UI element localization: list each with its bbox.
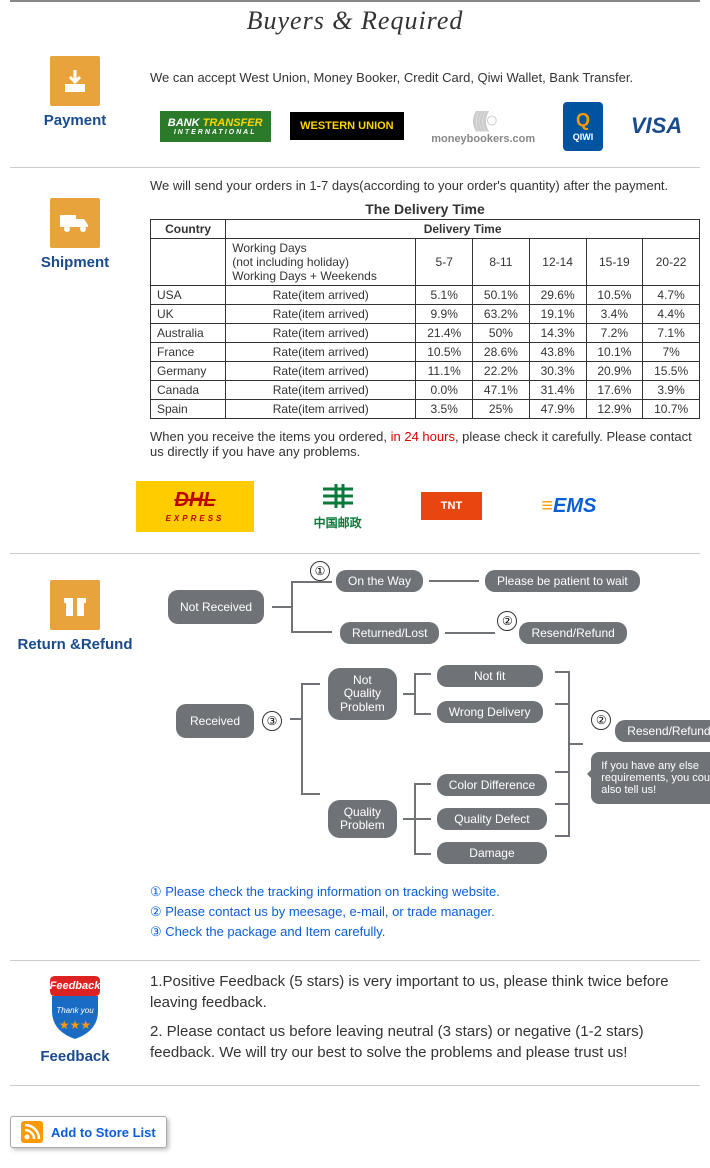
node-quality-defect: Quality Defect [437,808,547,830]
th-country: Country [151,220,226,239]
table-row: CanadaRate(item arrived)0.0%47.1%31.4%17… [151,381,700,400]
connector [429,576,479,586]
feedback-line2: 2. Please contact us before leaving neut… [150,1021,700,1063]
payment-label: Payment [10,112,140,129]
payment-section: Payment We can accept West Union, Money … [10,46,700,167]
shipment-section: Shipment We will send your orders in 1-7… [10,167,700,553]
refund-section: Return &Refund Not Received ① On the Way… [10,553,700,960]
qiwi-logo: QQIWI [563,102,604,151]
table-row: FranceRate(item arrived)10.5%28.6%43.8%1… [151,343,700,362]
node-returned-lost: Returned/Lost [340,622,439,644]
node-received: Received [176,704,254,738]
payment-logo-row: BANK TRANSFERINTERNATIONAL WESTERN UNION… [150,101,700,151]
payment-text: We can accept West Union, Money Booker, … [150,70,700,85]
shipment-intro: We will send your orders in 1-7 days(acc… [150,178,700,193]
node-on-the-way: On the Way [336,570,423,592]
node-wrong-delivery: Wrong Delivery [437,701,543,723]
western-union-logo: WESTERN UNION [290,112,404,140]
shipment-note: When you receive the items you ordered, … [150,429,700,459]
shipment-icon [50,198,100,248]
add-to-store-list-button[interactable]: Add to Store List [10,1116,167,1148]
feedback-section: Feedback Thank you ★★★ Feedback 1.Positi… [10,960,700,1075]
visa-logo: VISA [623,107,690,145]
delivery-table: Country Delivery Time Working Days(not i… [150,219,700,419]
connector [290,664,320,854]
node-not-fit: Not fit [437,665,543,687]
circled-3: ③ [262,711,282,731]
connector [272,572,332,642]
node-patient: Please be patient to wait [485,570,640,592]
bank-transfer-logo: BANK TRANSFERINTERNATIONAL [160,111,271,142]
page-title: Buyers & Required [10,6,700,36]
node-damage: Damage [437,842,547,864]
circled-2b: ② [591,710,611,730]
refund-label: Return &Refund [10,636,140,653]
tnt-logo: TNT [421,492,482,520]
delivery-table-title: The Delivery Time [150,201,700,217]
connector [403,774,431,864]
legend-item: ③ Check the package and Item carefully. [150,924,710,940]
refund-icon [50,580,100,630]
ems-logo: ≡EMS [533,489,604,524]
rss-icon [21,1121,43,1143]
svg-text:★★★: ★★★ [59,1018,91,1032]
feedback-line1: 1.Positive Feedback (5 stars) is very im… [150,971,700,1013]
speech-bubble: If you have any else requirements, you c… [591,752,710,804]
node-resend-refund-discount: Resend/Refund/Discount [615,720,710,742]
legend-item: ② Please contact us by meesage, e-mail, … [150,904,710,920]
node-quality-problem: Quality Problem [328,800,397,838]
moneybookers-logo: ((((○moneybookers.com [423,101,543,151]
node-color-diff: Color Difference [437,774,547,796]
node-not-received: Not Received [168,590,264,624]
add-to-store-list-label: Add to Store List [51,1125,156,1140]
table-row: AustraliaRate(item arrived)21.4%50%14.3%… [151,324,700,343]
circled-1: ① [310,561,330,581]
payment-icon [50,56,100,106]
circled-2: ② [497,611,517,631]
feedback-badge: Feedback Thank you ★★★ [40,971,110,1044]
svg-text:Feedback: Feedback [50,980,102,992]
connector [555,664,583,854]
table-row: SpainRate(item arrived)3.5%25%47.9%12.9%… [151,400,700,419]
node-not-quality-problem: Not Quality Problem [328,668,397,720]
node-resend-refund: Resend/Refund [519,622,626,644]
feedback-label: Feedback [10,1048,140,1065]
connector [403,664,431,724]
carrier-logo-row: DHLEXPRESS 中国邮政 TNT ≡EMS [110,475,630,537]
legend-item: ① Please check the tracking information … [150,884,710,900]
shipment-label: Shipment [10,254,140,271]
table-row: USARate(item arrived)5.1%50.1%29.6%10.5%… [151,286,700,305]
table-row: UKRate(item arrived)9.9%63.2%19.1%3.4%4.… [151,305,700,324]
china-post-logo: 中国邮政 [306,475,370,537]
th-delivery-time: Delivery Time [226,220,700,239]
svg-text:Thank you: Thank you [56,1006,94,1015]
connector [445,628,495,638]
table-row: GermanyRate(item arrived)11.1%22.2%30.3%… [151,362,700,381]
refund-legend: ① Please check the tracking information … [150,884,710,940]
dhl-logo: DHLEXPRESS [136,481,255,532]
